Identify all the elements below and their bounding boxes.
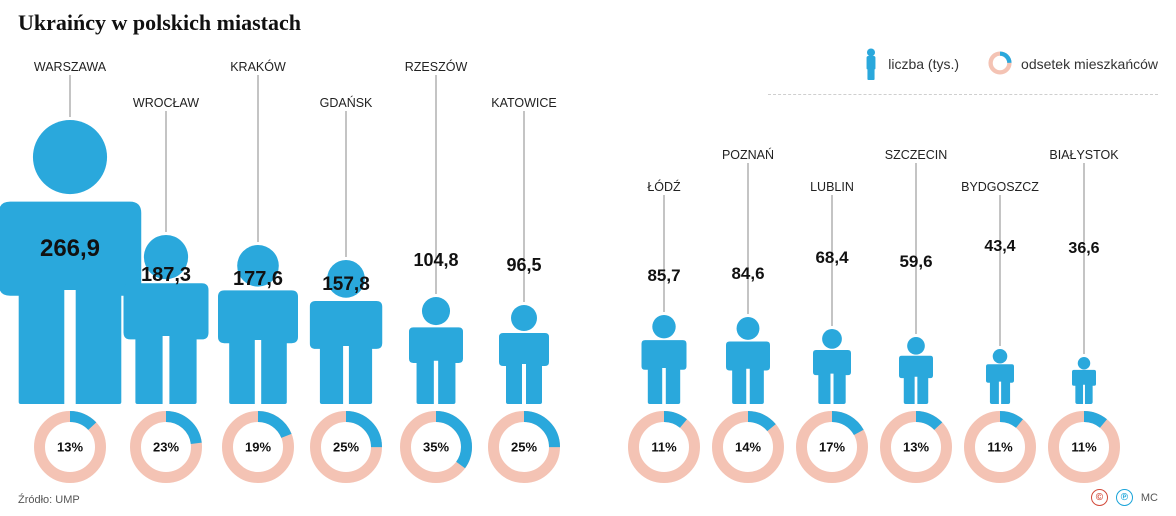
leader-line bbox=[1000, 195, 1001, 346]
donut: 23% bbox=[130, 411, 202, 483]
person-icon bbox=[642, 314, 687, 404]
infographic-root: Ukraińcy w polskich miastach liczba (tys… bbox=[0, 0, 1176, 516]
city-name-label: RZESZÓW bbox=[405, 60, 468, 74]
donut: 13% bbox=[34, 411, 106, 483]
copyright-icon: © bbox=[1091, 489, 1108, 506]
city-name-label: SZCZECIN bbox=[885, 148, 948, 162]
leader-line bbox=[166, 111, 167, 232]
source-label: Źródło: UMP bbox=[18, 494, 80, 506]
city-name-label: KATOWICE bbox=[491, 96, 557, 110]
value-label: 59,6 bbox=[899, 252, 932, 272]
value-label: 96,5 bbox=[506, 255, 541, 276]
city-name-label: KRAKÓW bbox=[230, 60, 286, 74]
pct-label: 35% bbox=[423, 440, 449, 455]
pct-label: 11% bbox=[987, 440, 1012, 455]
value-label: 177,6 bbox=[233, 268, 283, 291]
value-label: 43,4 bbox=[984, 238, 1015, 256]
donut: 11% bbox=[964, 411, 1036, 483]
pct-label: 14% bbox=[735, 440, 761, 455]
value-label: 104,8 bbox=[413, 250, 458, 271]
leader-line bbox=[1084, 163, 1085, 354]
person-icon bbox=[1072, 356, 1096, 404]
city-name-label: BIAŁYSTOK bbox=[1049, 148, 1118, 162]
value-label: 266,9 bbox=[40, 235, 100, 263]
pct-label: 13% bbox=[903, 440, 929, 455]
city-name-label: WROCŁAW bbox=[133, 96, 199, 110]
donut: 13% bbox=[880, 411, 952, 483]
pct-label: 25% bbox=[333, 440, 359, 455]
value-label: 85,7 bbox=[647, 266, 680, 286]
value-label: 36,6 bbox=[1068, 240, 1099, 258]
pct-label: 19% bbox=[245, 440, 271, 455]
city-name-label: GDAŃSK bbox=[320, 96, 373, 110]
donut: 25% bbox=[488, 411, 560, 483]
leader-line bbox=[70, 75, 71, 117]
leader-line bbox=[258, 75, 259, 242]
city-name-label: BYDGOSZCZ bbox=[961, 180, 1039, 194]
leader-line bbox=[748, 163, 749, 314]
person-icon bbox=[409, 296, 463, 404]
person-icon bbox=[899, 336, 933, 404]
pct-label: 13% bbox=[57, 440, 83, 455]
pct-label: 11% bbox=[651, 440, 676, 455]
donut: 25% bbox=[310, 411, 382, 483]
person-icon bbox=[726, 316, 770, 404]
person-icon bbox=[986, 348, 1014, 404]
donut: 14% bbox=[712, 411, 784, 483]
city-name-label: ŁÓDŹ bbox=[647, 180, 680, 194]
credit-label: MC bbox=[1141, 492, 1158, 504]
city-name-label: WARSZAWA bbox=[34, 60, 106, 74]
value-label: 157,8 bbox=[322, 274, 370, 296]
person-icon bbox=[813, 328, 851, 404]
leader-line bbox=[346, 111, 347, 257]
city-name-label: POZNAŃ bbox=[722, 148, 774, 162]
pct-label: 17% bbox=[819, 440, 845, 455]
leader-line bbox=[916, 163, 917, 334]
value-label: 187,3 bbox=[141, 264, 191, 287]
person-icon bbox=[499, 304, 549, 404]
pct-label: 25% bbox=[511, 440, 537, 455]
donut: 17% bbox=[796, 411, 868, 483]
donut: 35% bbox=[400, 411, 472, 483]
donut: 19% bbox=[222, 411, 294, 483]
person-icon bbox=[124, 234, 209, 404]
items-area: WARSZAWA 266,9 13% WROCŁAW 187,3 bbox=[0, 0, 1176, 516]
value-label: 84,6 bbox=[731, 264, 764, 284]
donut: 11% bbox=[628, 411, 700, 483]
pct-label: 23% bbox=[153, 440, 179, 455]
pct-label: 11% bbox=[1071, 440, 1096, 455]
footer-marks: © ℗ MC bbox=[1091, 489, 1158, 506]
phonogram-icon: ℗ bbox=[1116, 489, 1133, 506]
value-label: 68,4 bbox=[815, 248, 848, 268]
donut: 11% bbox=[1048, 411, 1120, 483]
city-name-label: LUBLIN bbox=[810, 180, 854, 194]
leader-line bbox=[664, 195, 665, 312]
